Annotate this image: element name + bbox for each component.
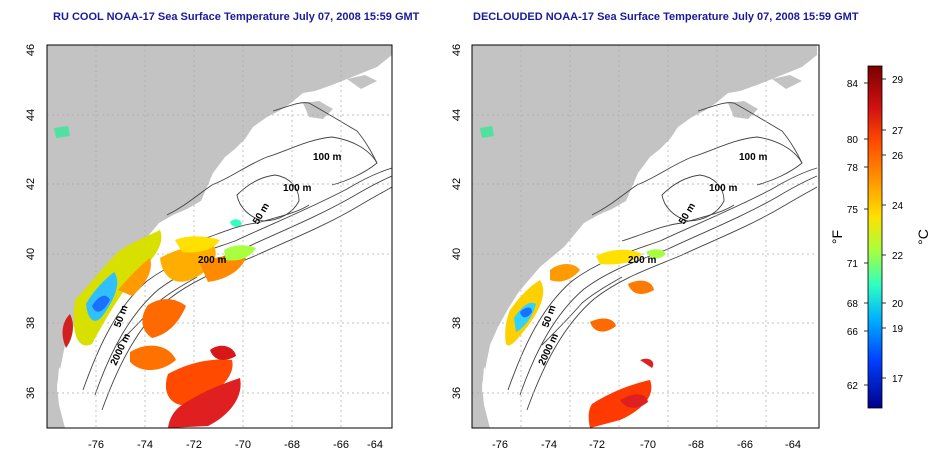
colorbar-gradient bbox=[867, 65, 883, 409]
colorbar-c-tick: 20 bbox=[892, 299, 904, 310]
colorbar-c-tick: 27 bbox=[892, 126, 904, 137]
left-x-tick: -70 bbox=[235, 439, 251, 451]
colorbar-f-tick: 68 bbox=[847, 299, 859, 310]
left-x-tick: -74 bbox=[137, 439, 153, 451]
right-map-panel: 100 m 100 m 50 m 200 m 50 m 2000 m -76 -… bbox=[451, 44, 820, 451]
right-x-tick: -74 bbox=[541, 439, 557, 451]
right-y-tick: 38 bbox=[451, 317, 463, 329]
right-y-tick: 40 bbox=[451, 248, 463, 260]
colorbar-f-tick: 78 bbox=[847, 163, 859, 174]
left-y-tick: 36 bbox=[25, 387, 37, 399]
right-sst-data bbox=[480, 126, 666, 428]
colorbar-f-tick: 66 bbox=[847, 327, 859, 338]
right-y-tick: 46 bbox=[451, 44, 463, 56]
colorbar-f-tick: 80 bbox=[847, 135, 859, 146]
colorbar-c-tick: 17 bbox=[892, 374, 904, 385]
left-contour-label-200m: 200 m bbox=[198, 255, 226, 266]
left-sst-data bbox=[54, 126, 256, 428]
left-contour-label-100m-north: 100 m bbox=[313, 152, 341, 163]
right-x-tick: -70 bbox=[640, 439, 656, 451]
left-y-tick: 46 bbox=[25, 44, 37, 56]
left-map-panel: 100 m 100 m 50 m 200 m 50 m 2000 m -76 -… bbox=[25, 44, 393, 451]
right-y-tick: 42 bbox=[451, 178, 463, 190]
left-x-tick: -64 bbox=[367, 439, 383, 451]
left-y-tick: 42 bbox=[25, 178, 37, 190]
colorbar-c-tick: 22 bbox=[892, 251, 904, 262]
right-x-tick: -76 bbox=[492, 439, 508, 451]
left-x-tick: -68 bbox=[284, 439, 300, 451]
colorbar-c-tick: 29 bbox=[892, 75, 904, 86]
colorbar-f-tick: 71 bbox=[847, 259, 859, 270]
left-x-tick: -72 bbox=[186, 439, 202, 451]
colorbar-celsius-label: °C bbox=[915, 229, 931, 245]
right-contour-label-100m-mid: 100 m bbox=[709, 183, 737, 194]
left-axis-ticks: -76 -74 -72 -70 -68 -66 -64 36 38 40 42 … bbox=[25, 44, 383, 451]
right-y-tick: 36 bbox=[451, 387, 463, 399]
right-contour-label-200m: 200 m bbox=[628, 255, 656, 266]
colorbar-f-tick: 62 bbox=[847, 381, 859, 392]
right-x-tick: -68 bbox=[688, 439, 704, 451]
right-y-tick: 44 bbox=[451, 109, 463, 121]
colorbar: 84 80 78 75 71 68 66 62 29 27 26 24 22 2… bbox=[829, 65, 931, 409]
right-x-tick: -72 bbox=[589, 439, 605, 451]
colorbar-f-tick: 75 bbox=[847, 205, 859, 216]
right-x-tick: -64 bbox=[785, 439, 801, 451]
right-map-title: DECLOUDED NOAA-17 Sea Surface Temperatur… bbox=[473, 11, 859, 23]
left-x-tick: -66 bbox=[333, 439, 349, 451]
colorbar-c-tick: 19 bbox=[892, 324, 904, 335]
right-x-tick: -66 bbox=[737, 439, 753, 451]
left-y-tick: 40 bbox=[25, 248, 37, 260]
right-contour-label-100m-north: 100 m bbox=[739, 152, 767, 163]
colorbar-c-tick: 24 bbox=[892, 201, 904, 212]
left-x-tick: -76 bbox=[88, 439, 104, 451]
left-map-title: RU COOL NOAA-17 Sea Surface Temperature … bbox=[53, 11, 420, 23]
left-y-tick: 44 bbox=[25, 109, 37, 121]
colorbar-c-tick: 26 bbox=[892, 151, 904, 162]
colorbar-f-tick: 84 bbox=[847, 79, 859, 90]
left-contour-label-100m-mid: 100 m bbox=[283, 183, 311, 194]
left-y-tick: 38 bbox=[25, 317, 37, 329]
colorbar-fahrenheit-label: °F bbox=[829, 230, 845, 244]
right-axis-ticks: -76 -74 -72 -70 -68 -66 -64 36 38 40 42 … bbox=[451, 44, 801, 451]
